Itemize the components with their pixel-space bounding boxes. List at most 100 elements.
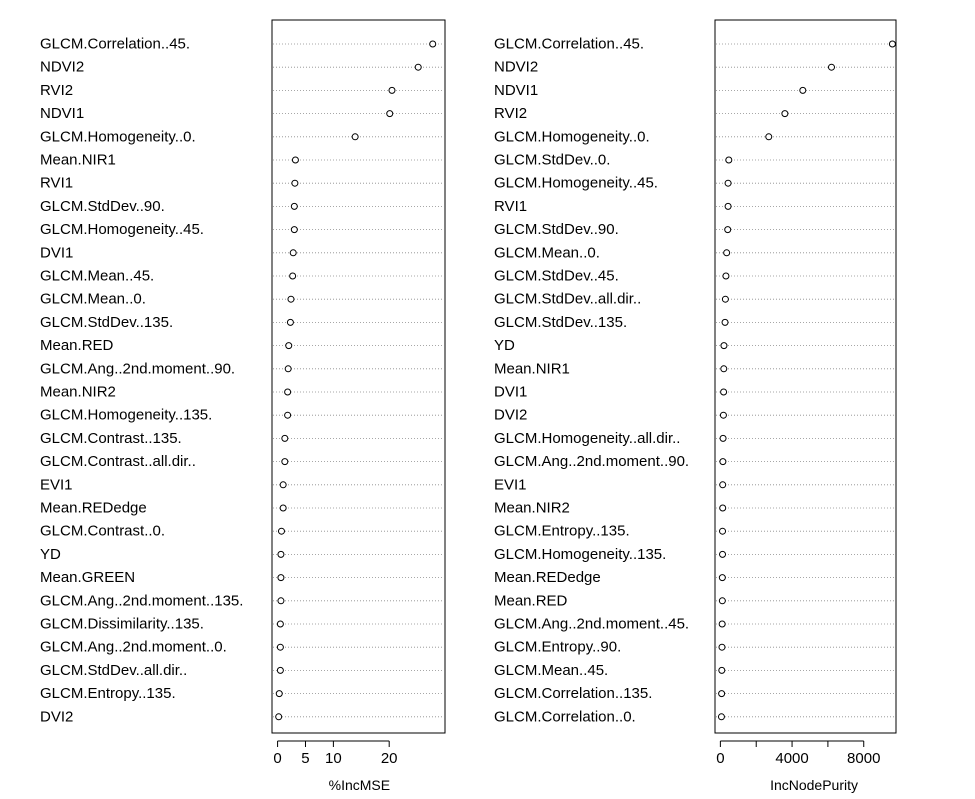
variable-label: GLCM.Homogeneity..0.	[40, 128, 196, 145]
variable-label: GLCM.Homogeneity..all.dir..	[494, 430, 680, 447]
variable-label: GLCM.StdDev..90.	[494, 221, 619, 238]
data-point	[289, 272, 297, 280]
data-point	[291, 179, 299, 187]
variable-label: NDVI1	[40, 105, 84, 122]
data-point	[724, 202, 732, 210]
data-point	[721, 295, 729, 303]
variable-label: GLCM.Ang..2nd.moment..0.	[40, 639, 227, 656]
variable-label: GLCM.Contrast..all.dir..	[40, 453, 196, 470]
data-point	[276, 666, 284, 674]
variable-label: GLCM.Mean..45.	[494, 662, 608, 679]
data-point	[281, 434, 289, 442]
data-point	[781, 110, 789, 118]
data-point	[724, 226, 732, 234]
data-point	[717, 713, 725, 721]
tick-label: 8000	[847, 750, 880, 767]
data-point	[719, 504, 727, 512]
data-point	[279, 504, 287, 512]
variable-label: RVI2	[494, 105, 527, 122]
variable-label: GLCM.StdDev..45.	[494, 268, 619, 285]
variable-label: RVI1	[494, 198, 527, 215]
variable-label: GLCM.Contrast..135.	[40, 430, 182, 447]
variable-label: NDVI2	[494, 59, 538, 76]
variable-label: YD	[494, 337, 515, 354]
data-point	[719, 527, 727, 535]
data-point	[720, 365, 728, 373]
data-point	[718, 620, 726, 628]
variable-label: GLCM.Homogeneity..135.	[494, 546, 666, 563]
variable-label: GLCM.StdDev..135.	[494, 314, 627, 331]
variable-label: Mean.REDedge	[494, 569, 601, 586]
variable-label: GLCM.Mean..45.	[40, 268, 154, 285]
variable-label: GLCM.Correlation..0.	[494, 708, 636, 725]
variable-label: GLCM.Correlation..135.	[494, 685, 652, 702]
variable-label: GLCM.Correlation..45.	[40, 36, 190, 53]
data-point	[290, 202, 298, 210]
data-point	[718, 643, 726, 651]
variable-label: DVI2	[494, 407, 527, 424]
data-point	[277, 597, 285, 605]
data-point	[720, 342, 728, 350]
variable-label: EVI1	[40, 476, 73, 493]
variable-label: GLCM.Mean..0.	[494, 244, 600, 261]
variable-label: GLCM.Ang..2nd.moment..135.	[40, 592, 243, 609]
x-axis-title: %IncMSE	[329, 777, 390, 793]
data-point	[284, 365, 292, 373]
data-point	[276, 620, 284, 628]
variable-label: DVI2	[40, 708, 73, 725]
variable-label: GLCM.StdDev..all.dir..	[494, 291, 641, 308]
data-point	[799, 86, 807, 94]
data-point	[723, 249, 731, 257]
data-point	[386, 110, 394, 118]
data-point	[291, 156, 299, 164]
dotchart-panel-2: GLCM.Correlation..45. NDVI2 NDVI1 RVI2 GLCM.…	[494, 19, 897, 793]
data-point	[888, 40, 896, 48]
variable-label: GLCM.Homogeneity..45.	[494, 175, 658, 192]
variable-label: EVI1	[494, 476, 527, 493]
data-point	[724, 179, 732, 187]
data-point	[721, 318, 729, 326]
variable-label: Mean.NIR1	[40, 152, 116, 169]
variable-label: Mean.RED	[494, 592, 568, 609]
variable-label: GLCM.Entropy..135.	[40, 685, 176, 702]
data-point	[722, 272, 730, 280]
variable-label: GLCM.Homogeneity..0.	[494, 128, 650, 145]
variable-label: DVI1	[40, 244, 73, 261]
tick-label: 0	[716, 750, 724, 767]
variable-label: GLCM.StdDev..0.	[494, 152, 610, 169]
variable-label: GLCM.Correlation..45.	[494, 36, 644, 53]
data-point	[765, 133, 773, 141]
variable-label: Mean.NIR2	[40, 384, 116, 401]
plot-frame	[714, 19, 897, 734]
variable-label: GLCM.StdDev..135.	[40, 314, 173, 331]
data-point	[284, 388, 292, 396]
variable-label: GLCM.Entropy..90.	[494, 639, 621, 656]
variable-label: GLCM.StdDev..90.	[40, 198, 165, 215]
data-point	[719, 411, 727, 419]
variable-label: GLCM.Mean..0.	[40, 291, 146, 308]
variable-label: Mean.RED	[40, 337, 114, 354]
data-point	[285, 342, 293, 350]
data-point	[414, 63, 422, 71]
data-point	[718, 690, 726, 698]
variable-label: RVI1	[40, 175, 73, 192]
variable-label: Mean.REDedge	[40, 500, 147, 517]
data-point	[289, 249, 297, 257]
data-point	[290, 226, 298, 234]
data-point	[277, 574, 285, 582]
tick-label: 20	[381, 750, 398, 767]
data-point	[718, 666, 726, 674]
data-point	[281, 458, 289, 466]
plot-frame	[271, 19, 446, 734]
data-point	[429, 40, 437, 48]
variable-label: GLCM.Entropy..135.	[494, 523, 630, 540]
variable-label: Mean.GREEN	[40, 569, 135, 586]
tick-label: 5	[301, 750, 309, 767]
data-point	[284, 411, 292, 419]
data-point	[287, 295, 295, 303]
data-point	[388, 86, 396, 94]
data-point	[719, 550, 727, 558]
data-point	[276, 643, 284, 651]
variable-label: GLCM.Homogeneity..135.	[40, 407, 212, 424]
